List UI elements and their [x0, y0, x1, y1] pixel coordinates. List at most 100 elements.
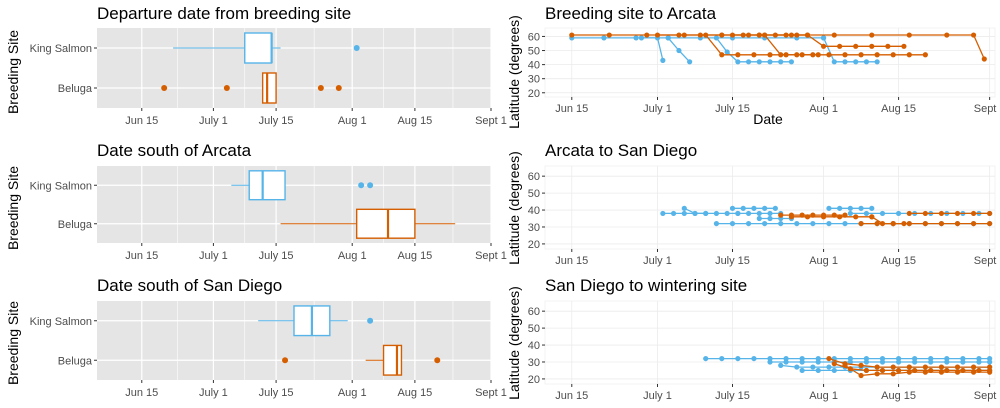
y-tick-label: 60	[528, 31, 540, 43]
outlier-point	[353, 45, 360, 51]
track-point	[606, 32, 612, 38]
track-point	[954, 220, 961, 227]
x-tick-label: Sept 1	[475, 250, 507, 262]
track-point	[842, 52, 848, 58]
track-point	[687, 59, 693, 65]
x-tick-label: July 15	[259, 250, 294, 262]
track-point	[853, 43, 859, 49]
track-point	[815, 367, 821, 374]
x-tick-label: Aug 1	[338, 250, 367, 262]
x-tick-label: July 15	[259, 115, 294, 127]
track-point	[906, 52, 912, 58]
chart-title-san-diego-to-wintering: San Diego to wintering site	[545, 276, 748, 295]
track-point	[735, 59, 741, 65]
track-point	[692, 210, 698, 217]
track-point	[858, 362, 864, 368]
track-point	[874, 52, 880, 58]
y-tick-label: King Salmon	[30, 43, 92, 55]
track-point	[820, 214, 827, 220]
track-point	[762, 205, 768, 211]
track-point	[847, 205, 853, 211]
track-point	[858, 220, 864, 227]
outlier-point	[161, 85, 168, 91]
x-axis-label-date: Date	[753, 111, 783, 127]
track-point	[874, 364, 880, 370]
x-tick-label: Jun 15	[125, 250, 158, 262]
track-point	[944, 32, 950, 38]
x-tick-label: Aug 1	[809, 103, 838, 115]
track-point	[826, 205, 832, 211]
box-iqr	[261, 72, 277, 104]
y-tick-label: 40	[528, 340, 540, 352]
x-tick-label: July 15	[715, 103, 750, 115]
track-point	[906, 210, 912, 217]
track-point	[938, 364, 945, 370]
outlier-point	[282, 357, 289, 364]
track-point	[794, 52, 800, 58]
y-tick-label: 50	[528, 323, 540, 335]
chart-title-breeding-to-arcata: Breeding site to Arcata	[545, 4, 717, 23]
x-tick-label: July 15	[259, 387, 294, 399]
track-point	[756, 215, 762, 222]
track-point	[713, 210, 720, 217]
track-point	[922, 210, 928, 217]
track-point	[751, 52, 757, 58]
track-point	[799, 367, 805, 374]
x-tick-label: Jun 15	[555, 390, 588, 402]
track-point	[601, 35, 607, 41]
track-point	[826, 220, 832, 227]
x-tick-label: July 1	[643, 255, 672, 267]
box-iqr	[244, 32, 273, 64]
track-point	[938, 210, 945, 217]
track-point	[778, 59, 784, 65]
track-point	[879, 210, 886, 217]
track-point	[788, 32, 795, 38]
track-point	[778, 212, 784, 218]
chart-title-arcata-to-san-diego: Arcata to San Diego	[545, 141, 698, 160]
x-tick-label: July 1	[199, 387, 228, 399]
outlier-point	[317, 85, 324, 91]
y-tick-label: Beluga	[58, 219, 93, 231]
track-point	[869, 32, 875, 38]
x-tick-label: Aug 1	[809, 390, 838, 402]
track-point	[970, 369, 977, 375]
y-tick-label: 30	[528, 74, 540, 86]
y-tick-label: 30	[528, 222, 540, 234]
track-point	[879, 359, 886, 365]
track-point	[826, 364, 832, 370]
track-point	[890, 371, 896, 377]
track-point	[767, 52, 773, 58]
track-point	[954, 364, 961, 370]
track-point	[837, 214, 843, 220]
box-iqr	[248, 170, 286, 201]
track-point	[804, 214, 811, 220]
y-tick-label: 60	[528, 171, 540, 183]
track-point	[804, 32, 811, 38]
track-point	[874, 220, 880, 227]
track-point	[815, 359, 821, 365]
plot-panel-background	[97, 28, 491, 108]
y-tick-label: King Salmon	[30, 180, 92, 192]
track-point	[676, 32, 682, 38]
outlier-point	[223, 85, 230, 91]
track-point	[906, 369, 912, 375]
track-point	[895, 367, 902, 374]
track-point	[826, 52, 832, 58]
outlier-point	[434, 357, 441, 364]
track-point	[794, 220, 800, 227]
track-point	[767, 210, 773, 217]
x-tick-label: July 1	[643, 103, 672, 115]
track-point	[778, 220, 784, 227]
chart-title-south-of-san-diego: Date south of San Diego	[97, 276, 283, 295]
track-point	[837, 205, 843, 211]
x-tick-label: July 1	[199, 115, 228, 127]
track-point	[756, 59, 762, 65]
track-point	[745, 210, 752, 217]
x-tick-label: Aug 1	[809, 255, 838, 267]
track-point	[858, 52, 864, 58]
track-point	[970, 32, 977, 38]
track-point	[970, 220, 977, 227]
x-tick-label: Aug 1	[338, 115, 367, 127]
